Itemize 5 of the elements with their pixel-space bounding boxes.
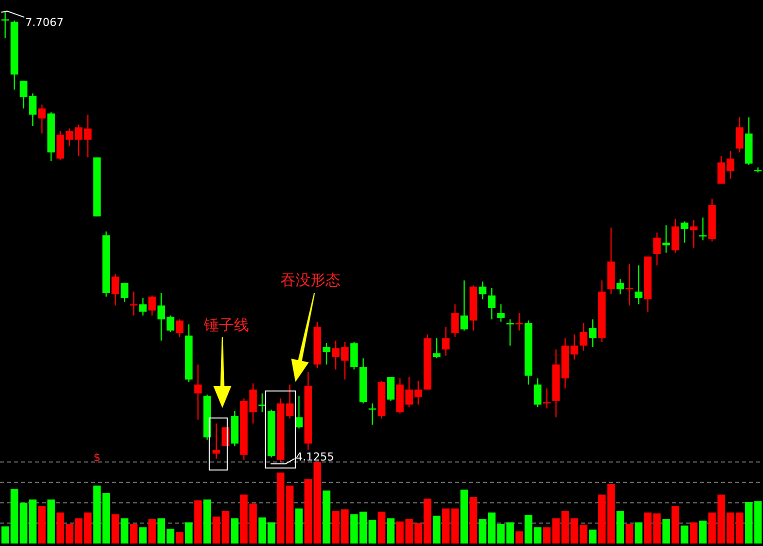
annotation: $ <box>94 451 100 464</box>
annotation: 锤子线 <box>204 316 249 334</box>
annotation: 吞没形态 <box>280 271 340 289</box>
annotation: 7.7067 <box>25 16 64 30</box>
annotation: 4.1255 <box>296 450 334 464</box>
